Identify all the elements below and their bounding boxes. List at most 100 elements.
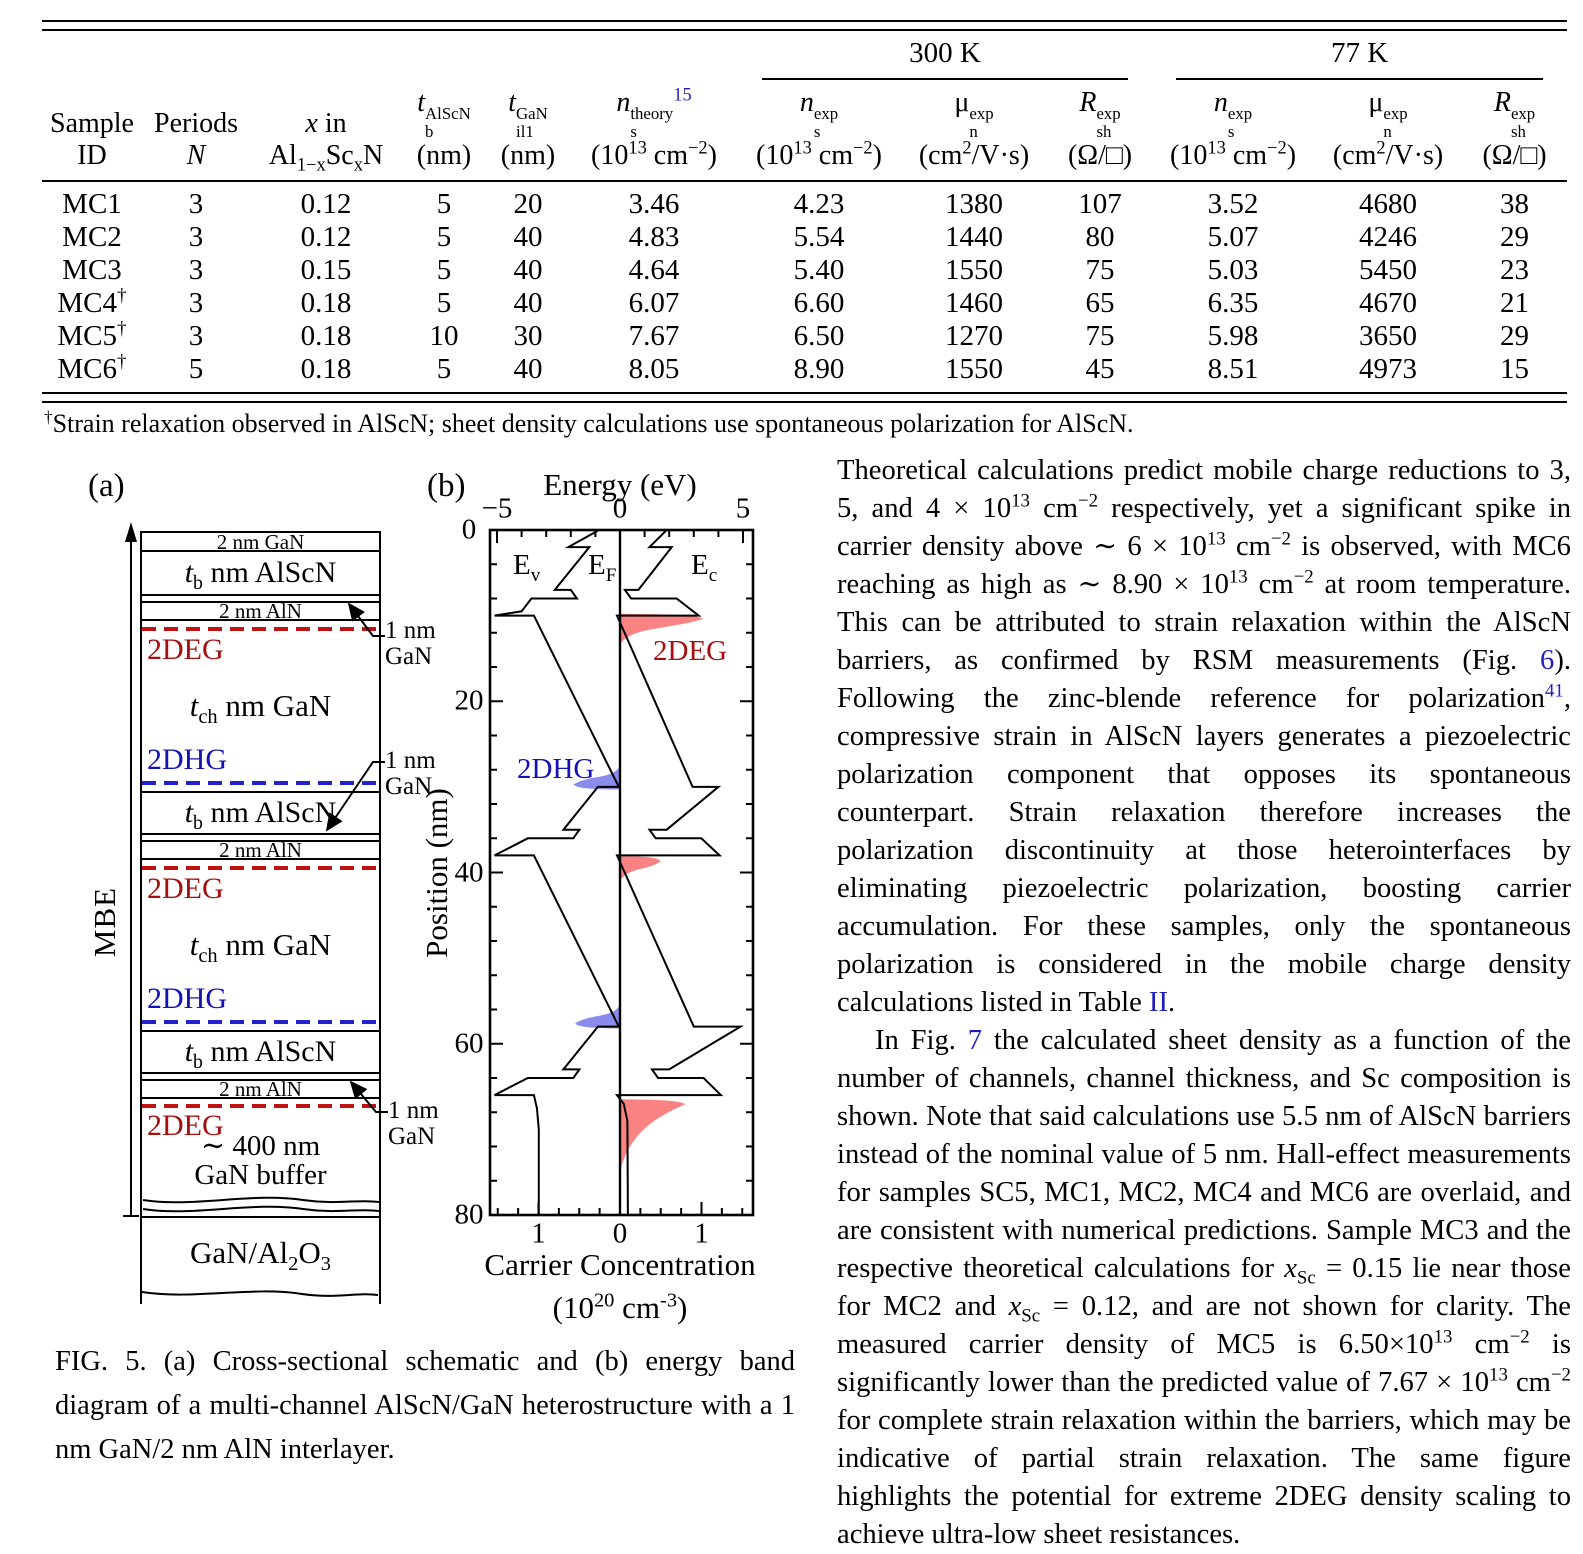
layer-label: 2 nm AlN [219,838,302,862]
sample-id-cell: MC5† [57,317,127,352]
table-bottom-rule [42,391,1567,403]
table-cell: 5 [436,352,452,385]
table-cell: 7.67 [628,319,680,352]
table-cell: 3 [188,286,204,319]
table-cell: 29 [1500,220,1530,253]
table-row: MC1 3 0.12 5 20 3.46 4.23 1380 107 3.52 4680 38 [42,181,1567,221]
table-cell: 75 [1085,319,1115,352]
table-cell: 5.98 [1207,319,1259,352]
column-header: n exp s (1013 cm−2) [1152,85,1315,182]
callout-line2: GaN [388,1123,436,1150]
2dhg-label: 2DHG [147,982,227,1015]
layer-gan-interlayer-1 [142,596,379,603]
table-cell: 1460 [945,286,1003,319]
band-diagram: Energy (eV) Ev EF Ec 2DEG 2DHG Position … [419,455,831,1335]
layer-label: tch nm GaN [189,927,332,968]
2dhg-peak [575,1005,620,1029]
table-cell: 4.64 [628,253,680,286]
2deg-dashed-line [142,627,379,631]
2deg-dashed-line [142,1104,379,1108]
layer-label: tb nm AlScN [184,556,337,594]
table-cell: 1380 [945,187,1003,220]
callout-line2: GaN [385,773,433,800]
buffer-name: GaN buffer [194,1159,327,1191]
table-cell: 6.07 [628,286,680,319]
table-cell: 40 [513,352,543,385]
layer-label: 2 nm GaN [216,530,305,554]
band-diagram-plot [488,528,755,1217]
buffer-label: ∼ 400 nm GaN buffer [142,1132,379,1190]
table-cell: 8.51 [1207,352,1259,385]
2deg-label: 2DEG [147,872,224,905]
table-cell: 107 [1078,187,1122,220]
table-cell: 3 [188,253,204,286]
table-cell: 4.23 [793,187,845,220]
table-top-rule [42,20,1567,31]
concentration-axis-title: Carrier Concentration [484,1247,756,1282]
table-cell: 5 [436,286,452,319]
panel-b-label: (b) [427,468,466,504]
curve-ev [494,530,621,1215]
2dhg-dashed-line [142,781,379,785]
layer-gan-channel-2: 2DEG tch nm GaN 2DHG [142,860,379,1032]
table-cell: 6.60 [793,286,845,319]
callout-1nm-gan-3: 1 nm GaN [388,1098,439,1150]
callout-line2: GaN [385,643,433,670]
sample-id-cell: MC2 [62,220,122,253]
column-header: t GaN il1 (nm) [486,85,570,182]
table-cell: 5.54 [793,220,845,253]
2deg-dashed-line [142,866,379,870]
mbe-label: MBE [87,886,122,958]
column-header: t AlScN b (nm) [402,85,486,182]
2dhg-plot-label: 2DHG [517,753,595,785]
table-cell: 20 [513,187,543,220]
sample-id-cell: MC6† [57,350,127,385]
table-cell: 38 [1500,187,1530,220]
2deg-label: 2DEG [147,633,224,666]
tick-label: 80 [454,1198,484,1231]
layer-label: tch nm GaN [189,688,332,729]
group-spacer [42,31,738,85]
layer-label: tb nm AlScN [184,796,337,834]
table-cell: 8.05 [628,352,680,385]
sample-id-cell: MC1 [62,187,122,220]
table-cell: 5.40 [793,253,845,286]
sample-id-cell: MC4† [57,284,127,319]
table-cell: 65 [1085,286,1115,319]
tick-label: 60 [454,1027,484,1060]
table-cell: 29 [1500,319,1530,352]
schematic-break [142,1192,379,1216]
temperature-group-row: 300 K 77 K [42,31,1567,85]
layer-label: 2 nm AlN [219,599,302,623]
ef-label: EF [588,549,617,586]
2deg-peak [620,1099,686,1173]
2dhg-dashed-line [142,1020,379,1024]
table-cell: 0.18 [300,286,352,319]
table-cell: 4680 [1359,187,1418,220]
table-cell: 75 [1085,253,1115,286]
ec-label: Ec [691,549,718,586]
tick-label: 1 [694,1217,709,1250]
layer-gan-buffer: 2DEG ∼ 400 nm GaN buffer [142,1099,379,1192]
table-cell: 40 [513,286,543,319]
callout-line1: 1 nm [385,747,436,774]
layer-label: tb nm AlScN [184,1035,337,1073]
table-cell: 1550 [945,352,1003,385]
tick-label: 1 [531,1217,546,1250]
callout-line1: 1 nm [385,617,436,644]
ev-label: Ev [513,549,541,586]
column-header: Sample ID [42,85,142,182]
body-text-column: Theoretical calculations predict mobile … [837,452,1571,1554]
table-cell: 6.35 [1207,286,1259,319]
table-cell: 5 [436,220,452,253]
break-wave [142,1196,379,1213]
table-cell: 1550 [945,253,1003,286]
tick-label: 0 [612,1217,628,1250]
column-header: n exp s (1013 cm−2) [738,85,900,182]
table-cell: 15 [1500,352,1530,385]
position-axis-title: Position (nm) [419,788,454,958]
buffer-thickness: ∼ 400 nm [200,1130,321,1162]
callout-1nm-gan-2: 1 nm GaN [385,748,436,800]
column-header: μ exp n (cm2/V·s) [1314,85,1463,182]
